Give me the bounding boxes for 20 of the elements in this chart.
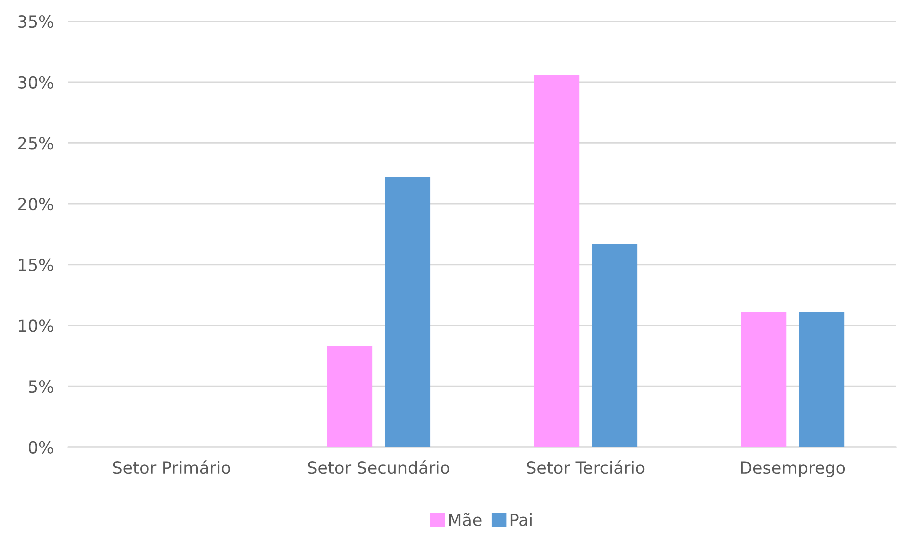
y-tick-label: 15% bbox=[19, 258, 54, 272]
bar bbox=[327, 346, 373, 448]
y-tick-label: 35% bbox=[18, 16, 54, 28]
y-tick-label: 5% bbox=[29, 380, 54, 394]
x-tick-label: Setor Terciário bbox=[527, 460, 645, 474]
bar bbox=[799, 312, 845, 448]
x-tick-label: Setor Primário bbox=[113, 460, 230, 474]
y-tick-label: 30% bbox=[18, 76, 54, 89]
bar bbox=[385, 177, 431, 448]
y-tick-label: 25% bbox=[18, 137, 54, 150]
legend-label: Mãe bbox=[449, 513, 482, 526]
x-tick-label: Desemprego bbox=[741, 462, 846, 478]
y-tick-label: 0% bbox=[29, 441, 54, 454]
bar bbox=[592, 244, 638, 448]
legend-label: Pai bbox=[510, 513, 532, 526]
bar bbox=[741, 312, 787, 448]
y-tick-label: 20% bbox=[18, 198, 54, 211]
x-tick-label: Setor Secundário bbox=[308, 460, 450, 474]
bar bbox=[534, 75, 580, 448]
y-tick-label: 10% bbox=[19, 320, 54, 332]
